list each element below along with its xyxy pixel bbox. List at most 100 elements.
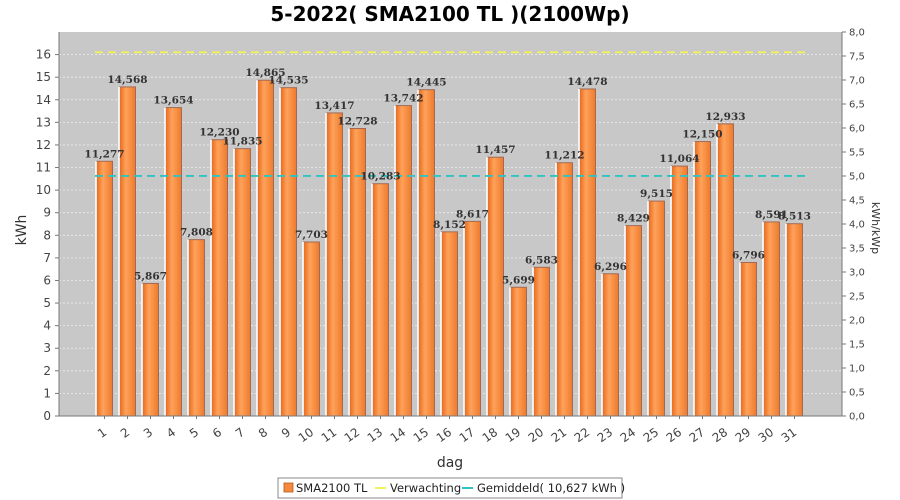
bar-highlight: [302, 242, 304, 416]
bar-highlight: [279, 87, 281, 417]
y2-axis-title: kWh/kWp: [869, 202, 882, 254]
bar: [188, 239, 205, 417]
bar-highlight: [486, 157, 488, 416]
x-tick-label: 17: [457, 425, 478, 445]
x-tick-label: 11: [319, 425, 340, 445]
bar: [740, 261, 757, 417]
data-label: 6,583: [525, 254, 558, 266]
y-tick-label: 7: [43, 251, 51, 265]
y-tick-label: 3: [43, 341, 51, 355]
data-label: 14,478: [567, 76, 607, 88]
bar-highlight: [95, 161, 97, 416]
y-tick-label: 14: [36, 93, 51, 107]
data-label: 14,865: [245, 67, 285, 79]
y2-tick-label: 3,0: [849, 268, 865, 279]
x-tick-label: 10: [296, 425, 317, 445]
x-tick-label: 28: [710, 425, 731, 445]
data-label: 10,283: [360, 171, 400, 183]
bar-highlight: [762, 221, 764, 416]
bar: [418, 89, 435, 417]
x-tick-label: 26: [664, 425, 685, 445]
data-label: 12,728: [337, 115, 377, 127]
bar: [303, 241, 320, 417]
bar-highlight: [739, 262, 741, 416]
bar: [533, 266, 550, 417]
x-tick-label: 7: [233, 425, 247, 441]
y-tick-label: 13: [36, 115, 51, 129]
x-tick-label: 31: [779, 425, 800, 445]
bar-highlight: [509, 287, 511, 416]
data-label: 8,617: [456, 208, 489, 220]
bar: [96, 160, 113, 417]
y-tick-label: 0: [43, 409, 51, 423]
axes: [55, 31, 846, 419]
bar-highlight: [394, 105, 396, 416]
gridlines: [59, 54, 842, 394]
x-tick-label: 20: [526, 425, 547, 445]
data-label: 11,835: [222, 136, 262, 148]
bar-highlight: [670, 166, 672, 416]
legend-swatch-bars: [283, 482, 294, 493]
bar-highlight: [210, 139, 212, 416]
y2-tick-label: 3,5: [849, 244, 865, 255]
bar: [280, 87, 297, 417]
y-tick-label: 9: [43, 206, 51, 220]
bar: [625, 225, 642, 417]
bar: [165, 107, 182, 417]
legend: SMA2100 TL Verwachting Gemiddeld( 10,627…: [277, 477, 625, 499]
data-label: 6,296: [594, 261, 627, 273]
data-label: 5,867: [134, 270, 167, 282]
y2-tick-label: 8,0: [849, 28, 865, 39]
bar: [786, 223, 803, 417]
data-label: 11,064: [659, 153, 699, 165]
data-label: 7,808: [180, 227, 213, 239]
x-tick-label: 1: [95, 425, 109, 441]
x-tick-label: 5: [187, 425, 201, 441]
bar-highlight: [348, 128, 350, 416]
y2-tick-label: 7,0: [849, 76, 865, 87]
data-label: 13,654: [153, 95, 193, 107]
bar: [648, 200, 665, 417]
y2-tick-label: 4,0: [849, 220, 865, 231]
y2-tick-label: 0,0: [849, 412, 865, 423]
data-label: 8,429: [617, 213, 650, 225]
x-tick-label: 9: [279, 425, 293, 441]
data-label: 8,152: [433, 219, 466, 231]
y-tick-label: 1: [43, 386, 51, 400]
x-tick-label: 25: [641, 425, 662, 445]
bar-highlight: [440, 231, 442, 416]
data-labels: 11,277 14,568 5,867 13,654 7,808 12,23011,835…: [84, 67, 811, 286]
x-tick-label: 2: [118, 425, 132, 441]
y2-tick-label: 2,5: [849, 292, 865, 303]
data-label: 9,515: [640, 188, 673, 200]
bar-highlight: [118, 86, 120, 417]
x-tick-label: 3: [141, 425, 155, 441]
y-tick-label: 5: [43, 296, 51, 310]
y-tick-label: 2: [43, 364, 51, 378]
bar-highlight: [141, 283, 143, 416]
x-tick-label: 6: [210, 425, 224, 441]
y-tick-label: 11: [36, 161, 51, 175]
bar-highlight: [578, 88, 580, 416]
bar: [694, 141, 711, 417]
bar: [763, 221, 780, 417]
bar: [464, 220, 481, 417]
bar-highlight: [325, 112, 327, 416]
bar-highlight: [624, 225, 626, 416]
x-tick-label: 14: [388, 425, 409, 445]
x-tick-label: 8: [256, 425, 270, 441]
bar-highlight: [716, 123, 718, 416]
bar: [119, 86, 136, 417]
data-label: 6,796: [732, 249, 765, 261]
x-tick-label: 29: [733, 425, 754, 445]
bar: [602, 273, 619, 417]
x-tick-label: 16: [434, 425, 455, 445]
data-label: 13,417: [314, 100, 354, 112]
y-tick-label: 6: [43, 273, 51, 287]
legend-label-expected: Verwachting: [390, 481, 461, 495]
bar: [510, 286, 527, 417]
x-tick-label: 4: [164, 425, 178, 441]
data-label: 12,933: [705, 111, 745, 123]
bar-highlight: [647, 201, 649, 416]
